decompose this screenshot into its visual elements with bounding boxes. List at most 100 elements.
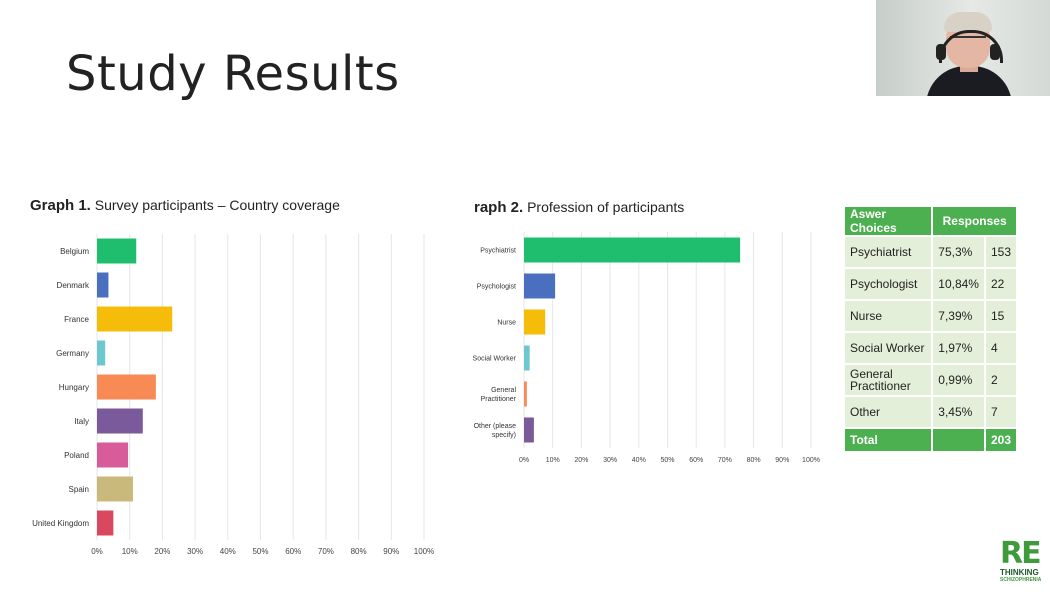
header-responses: Responses (931, 205, 1018, 237)
cell-percent: 0,99% (931, 363, 986, 397)
cell-choice: Social Worker (842, 331, 934, 365)
cell-percent: 75,3% (931, 235, 986, 269)
category-label: Germany (56, 349, 89, 358)
table-row: Psychologist 10,84% 22 (842, 267, 1019, 301)
headset-earpad-left (936, 44, 946, 60)
bar (524, 417, 534, 443)
cell-total-empty (931, 427, 986, 453)
presenter-hair (944, 12, 992, 32)
logo-schizophrenia: SCHIZOPHRENIA (1000, 577, 1042, 583)
cell-choice: Psychologist (842, 267, 934, 301)
bar (97, 374, 156, 400)
category-label: Nurse (497, 319, 516, 326)
x-tick-label: 20% (574, 457, 588, 464)
bar (524, 237, 741, 263)
header-answer-choices: Aswer Choices (842, 205, 934, 237)
x-tick-label: 40% (632, 457, 646, 464)
table-row: Nurse 7,39% 15 (842, 299, 1019, 333)
headset-earpad-right (990, 44, 1000, 60)
cell-count: 2 (983, 363, 1019, 397)
bar (97, 476, 133, 502)
logo-re: RE (1000, 536, 1042, 571)
cell-percent: 1,97% (931, 331, 986, 365)
x-tick-label: 80% (351, 547, 367, 556)
x-tick-label: 100% (414, 547, 434, 556)
cell-choice: Other (842, 395, 934, 429)
bar (97, 408, 143, 434)
cell-choice: Nurse (842, 299, 934, 333)
table-total-row: Total 203 (842, 427, 1019, 453)
x-tick-label: 20% (154, 547, 170, 556)
category-label: Poland (64, 451, 89, 460)
x-tick-label: 80% (747, 457, 761, 464)
x-tick-label: 90% (383, 547, 399, 556)
bar (524, 273, 556, 299)
bar (97, 340, 106, 366)
profession-chart-svg: 0% 10% 20% 30% 40% 50% 60% 70% 80% 90% 100% Psychia… (473, 232, 820, 464)
x-tick-label: 0% (91, 547, 103, 556)
x-tick-label: 50% (660, 457, 674, 464)
cell-percent: 7,39% (931, 299, 986, 333)
table-row: Psychiatrist 75,3% 153 (842, 235, 1019, 269)
x-tick-label: 70% (718, 457, 732, 464)
bar (524, 309, 546, 335)
bar (97, 238, 137, 264)
cell-choice: Psychiatrist (842, 235, 934, 269)
cell-count: 15 (983, 299, 1019, 333)
cell-percent: 10,84% (931, 267, 986, 301)
graph2-title: raph 2. Profession of participants (474, 199, 684, 216)
x-tick-label: 40% (220, 547, 236, 556)
slide-title: Study Results (66, 46, 400, 102)
x-tick-label: 60% (285, 547, 301, 556)
category-label: France (64, 315, 89, 324)
table-row: General Practitioner 0,99% 2 (842, 363, 1019, 397)
x-tick-label: 0% (519, 457, 529, 464)
graph1-title-bold: Graph 1. (30, 197, 91, 214)
x-tick-label: 30% (603, 457, 617, 464)
category-label: Hungary (59, 383, 89, 392)
x-tick-label: 30% (187, 547, 203, 556)
rethinking-logo: RE THINKING SCHIZOPHRENIA (1000, 536, 1044, 584)
profession-chart: 0% 10% 20% 30% 40% 50% 60% 70% 80% 90% 100% Psychia… (470, 226, 830, 471)
responses-table: Aswer Choices Responses Psychiatrist 75,… (842, 205, 1019, 453)
x-tick-label: 90% (775, 457, 789, 464)
cell-choice: General Practitioner (842, 363, 934, 397)
category-label: Spain (69, 485, 89, 494)
cell-total-label: Total (842, 427, 934, 453)
cell-count: 153 (983, 235, 1019, 269)
category-label: Psychiatrist (480, 247, 516, 254)
category-label: Other (please specify) (474, 423, 517, 439)
category-label: Denmark (57, 281, 90, 290)
bar (97, 272, 109, 298)
x-tick-label: 50% (252, 547, 268, 556)
cell-count: 4 (983, 331, 1019, 365)
bar (524, 345, 530, 371)
category-label: Social Worker (473, 355, 517, 362)
x-tick-label: 10% (546, 457, 560, 464)
table-row: Social Worker 1,97% 4 (842, 331, 1019, 365)
x-tick-label: 10% (122, 547, 138, 556)
video-thumbnail[interactable] (876, 0, 1050, 96)
cell-count: 22 (983, 267, 1019, 301)
graph2-title-rest: Profession of participants (523, 199, 685, 215)
bar (524, 381, 527, 407)
cell-count: 7 (983, 395, 1019, 429)
category-label: Psychologist (477, 283, 516, 290)
country-chart: 0% 10% 20% 30% 40% 50% 60% 70% 80% 90% 100% Belgium… (20, 228, 440, 563)
x-tick-label: 60% (689, 457, 703, 464)
bar (97, 442, 129, 468)
graph1-title-rest: Survey participants – Country coverage (90, 197, 340, 213)
bar (97, 510, 114, 536)
x-tick-label: 100% (802, 457, 820, 464)
category-label: General Practitioner (481, 387, 517, 403)
graph2-title-bold: raph 2. (474, 199, 524, 216)
cell-percent: 3,45% (931, 395, 986, 429)
category-label: Italy (74, 417, 89, 426)
cell-total-count: 203 (983, 427, 1019, 453)
category-label: United Kingdom (32, 519, 89, 528)
country-chart-svg: 0% 10% 20% 30% 40% 50% 60% 70% 80% 90% 100% Belgium… (32, 234, 434, 556)
category-label: Belgium (60, 247, 89, 256)
bar (97, 306, 173, 332)
logo-thinking: THINKING (1000, 568, 1039, 577)
table-row: Other 3,45% 7 (842, 395, 1019, 429)
